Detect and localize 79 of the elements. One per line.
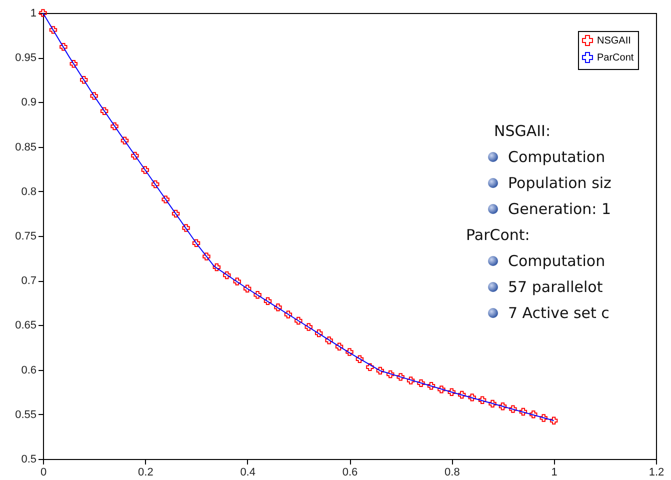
point (376, 366, 384, 375)
y-tick-label: 0.75 (15, 230, 36, 242)
y-tick-label: 0.8 (21, 186, 36, 198)
point (254, 291, 262, 299)
point (498, 402, 507, 410)
y-tick-label: 1 (30, 8, 36, 20)
point (438, 386, 446, 394)
x-tick-label: 0.2 (138, 466, 154, 478)
point (162, 196, 170, 204)
annotation: Generation: 1 (507, 199, 612, 220)
annotation: Population siz (507, 173, 612, 194)
point (212, 263, 221, 272)
point (304, 323, 312, 331)
annotation: Computation (507, 147, 606, 168)
point (192, 239, 200, 247)
point (386, 370, 394, 378)
point (141, 166, 150, 174)
point (182, 224, 190, 232)
point (274, 304, 282, 312)
annotation: NSGAII: (493, 121, 552, 142)
point (468, 394, 476, 402)
point (60, 43, 68, 51)
annotation: Computation (507, 251, 606, 272)
point (458, 390, 466, 399)
y-tick-label: 0.85 (15, 141, 36, 154)
x-tick-label: 1.2 (648, 466, 664, 478)
point (172, 210, 180, 218)
point (100, 107, 108, 115)
point (223, 271, 231, 280)
point (243, 284, 252, 292)
point (325, 336, 333, 344)
y-tick-label: 0.6 (21, 364, 36, 376)
point (478, 396, 486, 404)
point (314, 329, 323, 338)
point (202, 252, 210, 260)
point (488, 400, 496, 408)
point (110, 122, 118, 130)
annotation: 57 parallelot (507, 277, 604, 298)
x-tick-label: 0.8 (444, 466, 460, 478)
y-tick-label: 0.65 (15, 320, 36, 332)
point (284, 310, 292, 318)
point (417, 379, 425, 388)
point (264, 297, 272, 305)
point (233, 278, 241, 286)
point (519, 408, 528, 416)
point (294, 316, 302, 325)
point (396, 373, 404, 381)
x-tick-label: 0.6 (342, 466, 358, 478)
point (39, 9, 47, 17)
point (530, 410, 538, 418)
y-tick-label: 0.55 (15, 408, 36, 421)
point (427, 382, 436, 390)
y-tick-label: 0.95 (15, 52, 36, 64)
annotation: ParCont: (466, 225, 531, 246)
point (152, 180, 160, 188)
annotation: 7 Active set c (507, 303, 610, 324)
point (509, 405, 517, 413)
point (90, 92, 98, 100)
point (366, 363, 374, 371)
point (540, 414, 548, 422)
point (131, 152, 139, 160)
legend-label: ParCont (597, 52, 634, 64)
point (406, 376, 415, 384)
point (346, 348, 354, 356)
point (120, 136, 129, 144)
y-tick-label: 0.5 (21, 454, 36, 466)
point (356, 355, 364, 363)
y-tick-label: 0.7 (21, 275, 36, 288)
point (80, 76, 88, 84)
point (550, 416, 558, 424)
point (70, 60, 78, 68)
point (335, 342, 344, 350)
x-tick-label: 0.4 (240, 466, 256, 478)
legend-label: NSGAII (597, 36, 631, 46)
x-tick-label: 0 (40, 466, 47, 478)
y-tick-label: 0.9 (21, 96, 36, 109)
point (448, 388, 456, 396)
point (49, 26, 58, 34)
x-tick-label: 1 (551, 466, 558, 478)
